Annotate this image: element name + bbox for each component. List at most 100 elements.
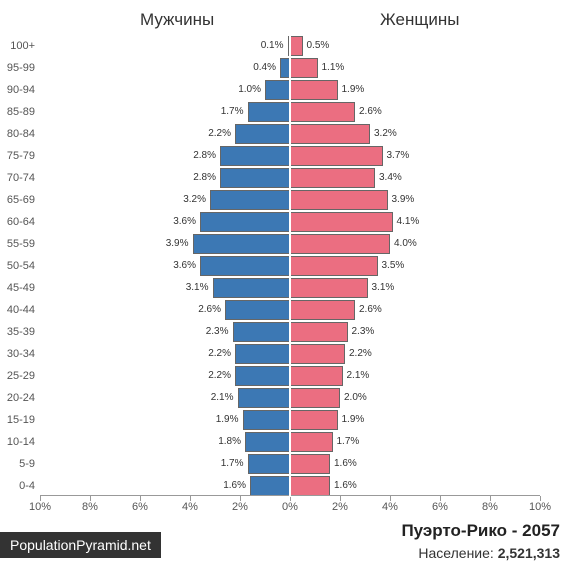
female-header: Женщины — [380, 10, 459, 30]
male-bar — [233, 322, 291, 342]
x-tick-label: 2% — [232, 501, 248, 513]
female-bar — [290, 388, 340, 408]
female-pct-label: 3.5% — [382, 255, 405, 277]
x-tick-label: 4% — [182, 501, 198, 513]
female-bar — [290, 432, 333, 452]
x-tick-label: 10% — [29, 501, 51, 513]
female-pct-label: 1.9% — [342, 79, 365, 101]
female-pct-label: 1.6% — [334, 453, 357, 475]
male-bar — [220, 146, 290, 166]
female-bar — [290, 80, 338, 100]
female-pct-label: 4.0% — [394, 233, 417, 255]
male-bar — [238, 388, 291, 408]
female-bar — [290, 212, 393, 232]
male-bar — [250, 476, 290, 496]
male-bar — [235, 344, 290, 364]
female-pct-label: 3.9% — [392, 189, 415, 211]
footer-population: Население: 2,521,313 — [418, 545, 560, 561]
age-label: 80-84 — [0, 123, 35, 145]
age-label: 20-24 — [0, 387, 35, 409]
male-pct-label: 2.2% — [208, 365, 231, 387]
female-bar — [290, 124, 370, 144]
x-tick-label: 8% — [82, 501, 98, 513]
age-label: 0-4 — [0, 475, 35, 497]
country-name: Пуэрто-Рико — [401, 521, 507, 540]
male-bar — [243, 410, 291, 430]
male-pct-label: 3.6% — [173, 255, 196, 277]
male-pct-label: 1.7% — [221, 101, 244, 123]
age-label: 60-64 — [0, 211, 35, 233]
male-pct-label: 1.8% — [218, 431, 241, 453]
age-label: 50-54 — [0, 255, 35, 277]
x-axis: 10%8%6%4%2%0%2%4%6%8%10% — [40, 495, 540, 515]
female-pct-label: 3.2% — [374, 123, 397, 145]
male-pct-label: 2.3% — [206, 321, 229, 343]
title-sep: - — [512, 521, 522, 540]
female-pct-label: 0.5% — [307, 35, 330, 57]
age-label: 15-19 — [0, 409, 35, 431]
female-bar — [290, 410, 338, 430]
female-pct-label: 2.6% — [359, 101, 382, 123]
age-label: 5-9 — [0, 453, 35, 475]
x-tick-label: 8% — [482, 501, 498, 513]
x-tick-label: 2% — [332, 501, 348, 513]
age-label: 25-29 — [0, 365, 35, 387]
female-pct-label: 3.7% — [387, 145, 410, 167]
male-pct-label: 2.8% — [193, 145, 216, 167]
male-bar — [235, 124, 290, 144]
female-pct-label: 2.2% — [349, 343, 372, 365]
male-bar — [265, 80, 290, 100]
pyramid: 100+0.1%0.5%95-990.4%1.1%90-941.0%1.9%85… — [40, 35, 540, 495]
female-bar — [290, 168, 375, 188]
female-bar — [290, 366, 343, 386]
x-tick-label: 6% — [432, 501, 448, 513]
x-tick-label: 6% — [132, 501, 148, 513]
male-bar — [248, 454, 291, 474]
age-label: 10-14 — [0, 431, 35, 453]
female-pct-label: 4.1% — [397, 211, 420, 233]
male-pct-label: 1.7% — [221, 453, 244, 475]
footer-title: Пуэрто-Рико - 2057 — [401, 521, 560, 541]
age-label: 45-49 — [0, 277, 35, 299]
female-bar — [290, 190, 388, 210]
male-pct-label: 0.1% — [261, 35, 284, 57]
female-pct-label: 2.1% — [347, 365, 370, 387]
female-pct-label: 1.6% — [334, 475, 357, 497]
female-bar — [290, 36, 303, 56]
male-header: Мужчины — [140, 10, 214, 30]
female-bar — [290, 278, 368, 298]
footer-credit: PopulationPyramid.net — [0, 532, 161, 558]
male-pct-label: 2.2% — [208, 343, 231, 365]
female-bar — [290, 322, 348, 342]
female-pct-label: 3.4% — [379, 167, 402, 189]
male-bar — [210, 190, 290, 210]
male-pct-label: 1.6% — [223, 475, 246, 497]
population-value: 2,521,313 — [498, 545, 560, 561]
male-bar — [235, 366, 290, 386]
age-label: 40-44 — [0, 299, 35, 321]
age-label: 85-89 — [0, 101, 35, 123]
male-bar — [248, 102, 291, 122]
female-bar — [290, 102, 355, 122]
male-bar — [225, 300, 290, 320]
female-bar — [290, 476, 330, 496]
male-bar — [193, 234, 291, 254]
male-pct-label: 3.9% — [166, 233, 189, 255]
female-pct-label: 2.6% — [359, 299, 382, 321]
male-pct-label: 1.0% — [238, 79, 261, 101]
age-label: 75-79 — [0, 145, 35, 167]
age-label: 95-99 — [0, 57, 35, 79]
female-bar — [290, 58, 318, 78]
female-pct-label: 2.3% — [352, 321, 375, 343]
age-label: 30-34 — [0, 343, 35, 365]
age-label: 65-69 — [0, 189, 35, 211]
male-pct-label: 3.1% — [186, 277, 209, 299]
female-pct-label: 1.7% — [337, 431, 360, 453]
female-bar — [290, 146, 383, 166]
age-label: 100+ — [0, 35, 35, 57]
male-pct-label: 2.8% — [193, 167, 216, 189]
female-bar — [290, 454, 330, 474]
female-bar — [290, 300, 355, 320]
male-pct-label: 2.1% — [211, 387, 234, 409]
male-pct-label: 2.2% — [208, 123, 231, 145]
